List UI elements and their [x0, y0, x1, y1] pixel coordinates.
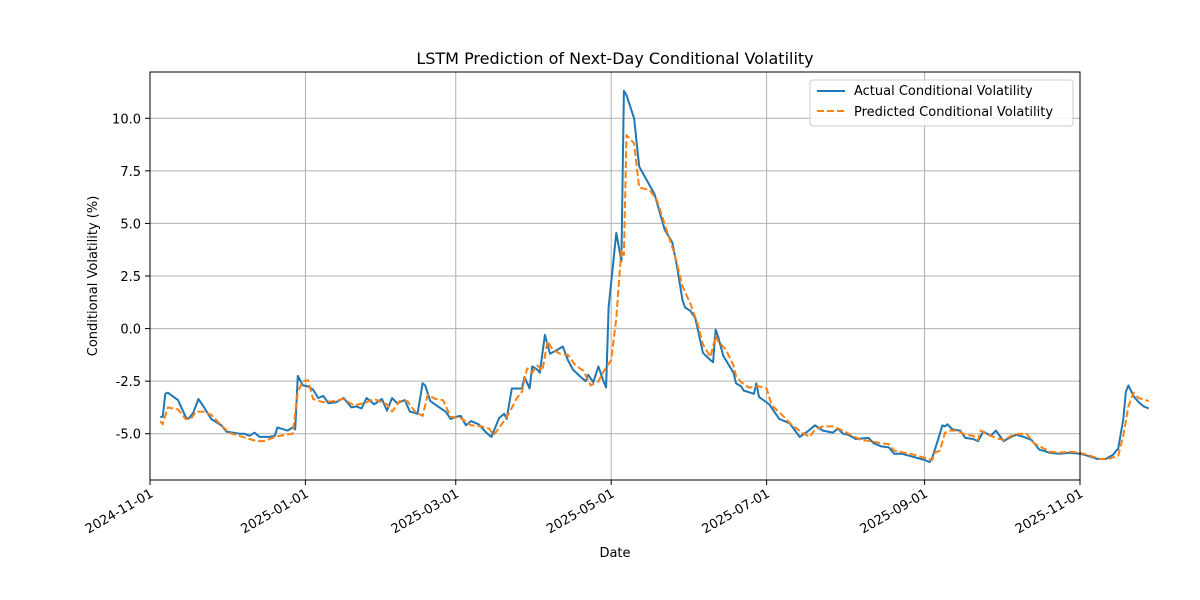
x-tick-label: 2025-11-01: [1013, 486, 1086, 537]
x-tick-label: 2025-03-01: [389, 486, 462, 537]
x-tick-label: 2025-09-01: [858, 486, 931, 537]
legend-label-predicted: Predicted Conditional Volatility: [854, 105, 1053, 120]
x-tick-label: 2025-07-01: [700, 486, 773, 537]
y-tick-label: -5.0: [116, 428, 141, 443]
grid-lines: [149, 72, 1081, 480]
actual-volatility-line: [160, 89, 1150, 464]
x-tick-label: 2025-05-01: [544, 486, 617, 537]
x-tick-label: 2024-11-01: [83, 486, 156, 537]
legend-box: [809, 79, 1074, 127]
y-axis-label: Conditional Volatility (%): [86, 196, 101, 357]
predicted-volatility-line: [159, 134, 1150, 461]
x-axis-label: Date: [599, 546, 630, 561]
legend-label-actual: Actual Conditional Volatility: [854, 84, 1033, 99]
y-tick-label: 10.0: [112, 112, 141, 127]
chart-legend: Actual Conditional Volatility Predicted …: [809, 79, 1074, 127]
y-tick-label: 0.0: [120, 323, 141, 338]
y-tick-label: 2.5: [120, 270, 141, 285]
series-lines: [159, 89, 1150, 464]
y-tick-label: 5.0: [120, 217, 141, 232]
chart-title: LSTM Prediction of Next-Day Conditional …: [416, 49, 813, 68]
x-axis-ticks: 2024-11-01 2025-01-01 2025-03-01 2025-05-01…: [83, 480, 1086, 537]
y-axis-ticks: -5.0 -2.5 0.0 2.5 5.0 7.5 10.0: [112, 112, 150, 443]
x-tick-label: 2025-01-01: [238, 486, 311, 537]
y-tick-label: 7.5: [120, 165, 141, 180]
y-tick-label: -2.5: [116, 375, 141, 390]
